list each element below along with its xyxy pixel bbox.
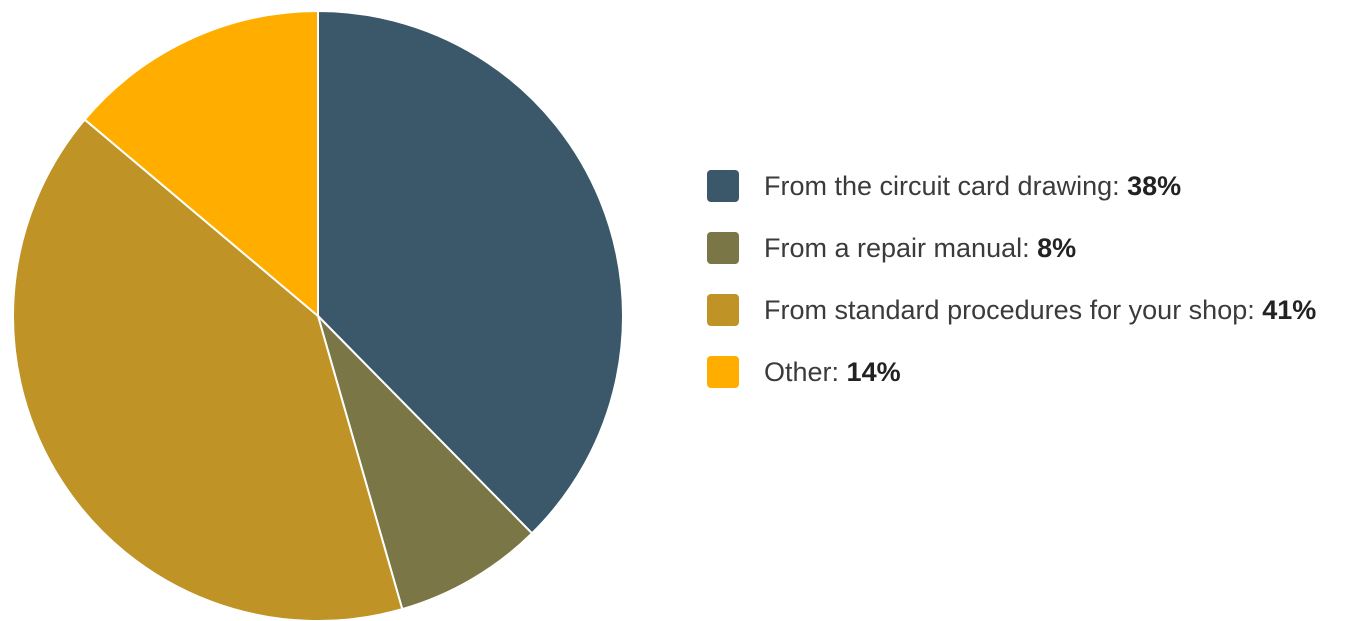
legend-label: From a repair manual	[764, 233, 1023, 263]
legend-swatch	[707, 232, 739, 264]
legend-text: From a repair manual: 8%	[764, 233, 1077, 263]
legend-item-2: From a repair manual: 8%	[707, 230, 1337, 266]
pie-chart	[12, 10, 624, 621]
pie-slice-1	[317, 10, 624, 535]
legend-item-1: From the circuit card drawing: 38%	[707, 168, 1337, 204]
legend-text: From the circuit card drawing: 38%	[764, 171, 1182, 201]
legend-value: 41%	[1262, 295, 1317, 325]
legend-swatch	[707, 356, 739, 388]
legend-label: From the circuit card drawing	[764, 171, 1113, 201]
legend-value: 8%	[1037, 233, 1077, 263]
legend-swatch	[707, 170, 739, 202]
chart-legend: From the circuit card drawing: 38% From a…	[707, 168, 1337, 416]
legend-label: Other	[764, 357, 832, 387]
legend-item-4: Other: 14%	[707, 354, 1337, 390]
legend-item-3: From standard procedures for your shop: …	[707, 292, 1337, 328]
pie-slice-2	[317, 315, 533, 611]
pie-slice-3	[12, 118, 404, 621]
legend-text: Other: 14%	[764, 357, 901, 387]
legend-value: 14%	[846, 357, 901, 387]
pie-slice-4	[83, 10, 319, 317]
legend-text: From standard procedures for your shop: …	[764, 295, 1317, 325]
legend-label: From standard procedures for your shop	[764, 295, 1248, 325]
legend-swatch	[707, 294, 739, 326]
legend-value: 38%	[1127, 171, 1182, 201]
